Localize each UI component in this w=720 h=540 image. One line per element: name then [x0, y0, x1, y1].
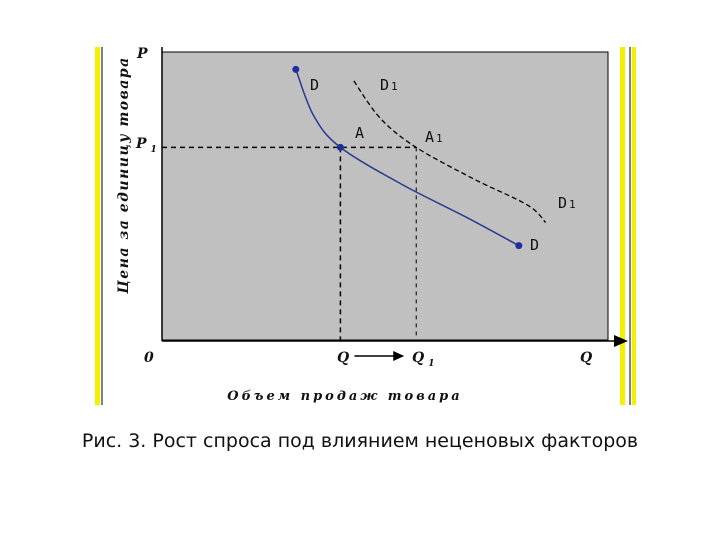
- origin-label: 0: [144, 350, 154, 366]
- x-tick-q: Q: [337, 350, 349, 366]
- figure-caption: Рис. 3. Рост спроса под влиянием неценов…: [81, 430, 639, 452]
- d-start-point: [292, 65, 300, 73]
- x-axis-end-label: Q: [580, 350, 592, 366]
- x-axis-title: Объем продаж товара: [227, 389, 462, 404]
- point-a-marker: [336, 143, 344, 151]
- y-axis-title: Цена за единицу товара: [116, 56, 132, 294]
- demand-curve-d: [295, 69, 520, 247]
- d-end-point: [515, 242, 523, 250]
- x-axis-arrowhead: [614, 335, 628, 347]
- left-yellow-bar: [95, 47, 100, 405]
- curve-d-top-label: D: [310, 76, 319, 94]
- right-yellow-bar-outer: [632, 47, 636, 405]
- y-axis-end-label: P: [136, 46, 148, 62]
- curve-d-end-label: D: [530, 236, 539, 254]
- point-a-label: A: [355, 124, 364, 142]
- demand-curve-d1: [353, 80, 547, 223]
- shift-arrow-head: [393, 351, 405, 361]
- right-yellow-bar: [620, 47, 625, 405]
- plot-area: [161, 51, 609, 341]
